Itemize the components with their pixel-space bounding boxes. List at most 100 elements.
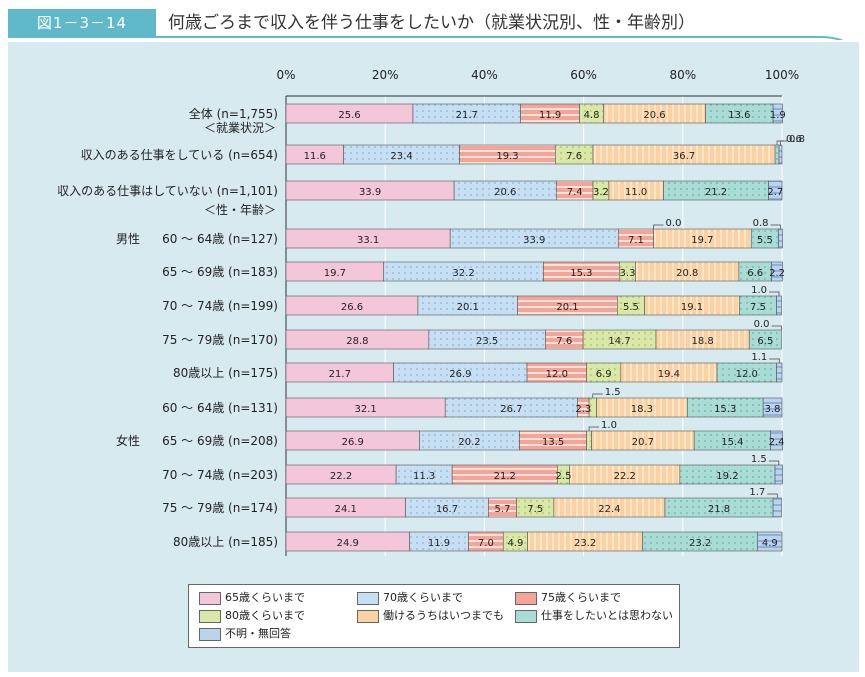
value-label: 21.8 <box>708 504 730 515</box>
value-label: 22.2 <box>330 471 352 482</box>
value-label: 19.1 <box>681 302 703 313</box>
bar-segment <box>768 180 783 201</box>
value-label: 5.7 <box>495 504 511 515</box>
value-label: 11.9 <box>428 538 450 549</box>
value-label: 15.3 <box>570 268 592 279</box>
value-label: 6.6 <box>747 268 763 279</box>
value-label: 26.6 <box>341 302 363 313</box>
value-label: 5.5 <box>623 302 639 313</box>
value-label: 2.2 <box>769 268 785 279</box>
legend-swatch-no-work <box>515 610 537 623</box>
row-label: 70 ～ 74歳 (n=203) <box>162 468 278 482</box>
value-label: 3.3 <box>620 268 636 279</box>
row-label: 60 ～ 64歳 (n=131) <box>162 401 278 415</box>
value-label: 23.2 <box>689 538 711 549</box>
figure-label: 図1－3－14 <box>8 9 156 37</box>
value-label: 11.9 <box>539 110 561 121</box>
value-label: 21.7 <box>456 110 478 121</box>
legend-label-75: 75歳くらいまで <box>541 591 621 604</box>
value-label: 26.9 <box>342 437 364 448</box>
value-label: 16.7 <box>436 504 458 515</box>
callout-line <box>592 393 603 398</box>
callout-label: 1.0 <box>601 420 617 431</box>
bar-segment <box>776 295 782 316</box>
legend-swatch-unknown <box>199 628 221 641</box>
legend-swatch-forever <box>357 610 379 623</box>
x-tick-label: 100% <box>765 68 799 82</box>
row-label: 80歳以上 (n=185) <box>173 535 278 549</box>
bar-segment <box>770 430 783 451</box>
row-label: 60 ～ 64歳 (n=127) <box>162 232 278 246</box>
value-label: 2.3 <box>575 404 591 415</box>
value-label: 1.9 <box>770 110 786 121</box>
value-label: 11.6 <box>304 151 326 162</box>
value-label: 15.4 <box>721 437 743 448</box>
value-label: 7.1 <box>628 235 644 246</box>
callout-label: 0.8 <box>753 218 769 229</box>
value-label: 21.7 <box>329 369 351 380</box>
value-label: 22.4 <box>598 504 620 515</box>
value-label: 12.0 <box>736 369 758 380</box>
value-label: 11.0 <box>625 187 647 198</box>
bar-segment <box>771 261 783 282</box>
chart-title: 何歳ごろまで収入を伴う仕事をしたいか（就業状況別、性・年齢別） <box>168 13 695 33</box>
bar-segment <box>748 329 782 350</box>
value-label: 33.1 <box>357 235 379 246</box>
value-label: 20.1 <box>457 302 479 313</box>
value-label: 2.4 <box>769 437 785 448</box>
callout-line <box>767 493 778 498</box>
value-label: 7.6 <box>566 151 582 162</box>
callout-line <box>653 224 664 229</box>
x-tick-label: 40% <box>471 68 498 82</box>
value-label: 32.2 <box>452 268 474 279</box>
value-label: 22.2 <box>614 471 636 482</box>
callout-label: 0.6 <box>786 134 802 145</box>
value-label: 4.8 <box>584 110 600 121</box>
bar-segment <box>762 397 783 418</box>
value-label: 33.9 <box>359 187 381 198</box>
value-label: 26.7 <box>500 404 522 415</box>
bar-segment <box>772 497 782 518</box>
section-header: ＜就業状況＞ <box>204 120 276 135</box>
value-label: 19.4 <box>658 369 680 380</box>
value-label: 18.8 <box>692 336 714 347</box>
bar-segment <box>778 228 783 249</box>
value-label: 3.8 <box>765 404 781 415</box>
value-label: 21.2 <box>494 471 516 482</box>
value-label: 7.4 <box>567 187 583 198</box>
x-tick-label: 0% <box>276 68 295 82</box>
callout-line <box>770 224 781 229</box>
bar-segment <box>776 362 783 383</box>
value-label: 28.8 <box>346 336 368 347</box>
value-label: 2.7 <box>767 187 783 198</box>
row-label: 65 ～ 69歳 (n=183) <box>162 265 278 279</box>
value-label: 20.1 <box>556 302 578 313</box>
header-underline <box>8 36 844 40</box>
group-label: 男性 <box>116 232 140 246</box>
callout-label: 1.7 <box>749 487 765 498</box>
value-label: 20.8 <box>676 268 698 279</box>
value-label: 21.2 <box>705 187 727 198</box>
callout-label: 1.5 <box>605 387 621 398</box>
callout-label: 0.8 <box>789 134 805 145</box>
value-label: 25.6 <box>338 110 360 121</box>
value-label: 6.5 <box>757 336 773 347</box>
value-label: 36.7 <box>673 151 695 162</box>
value-label: 24.9 <box>337 538 359 549</box>
legend-label-forever: 働けるうちはいつまでも <box>383 609 504 622</box>
value-label: 20.2 <box>458 437 480 448</box>
bar-segment <box>778 144 783 165</box>
callout-label: 1.5 <box>751 454 767 465</box>
legend-swatch-65 <box>199 592 221 605</box>
row-label: 80歳以上 (n=175) <box>173 366 278 380</box>
row-label: 全体 (n=1,755) <box>189 106 278 121</box>
callout-label: 1.0 <box>751 285 767 296</box>
bar-segment <box>774 144 780 165</box>
legend-swatch-80 <box>199 610 221 623</box>
legend-label-no-work: 仕事をしたいとは思わない <box>541 609 673 622</box>
value-label: 20.6 <box>494 187 516 198</box>
callout-label: 0.0 <box>754 319 770 330</box>
bar-segment <box>757 531 783 552</box>
